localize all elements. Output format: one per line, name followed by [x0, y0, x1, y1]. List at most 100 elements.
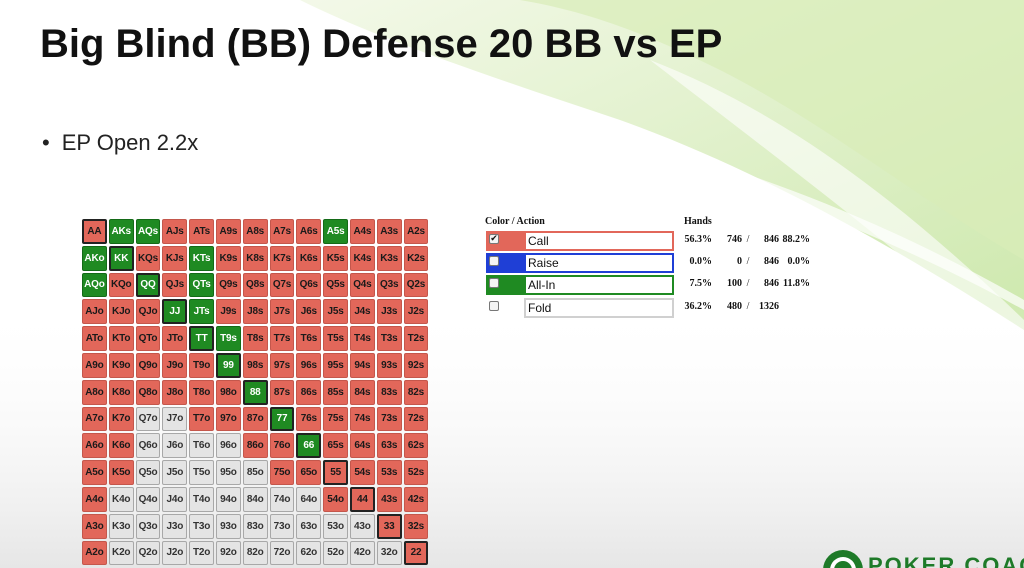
hand-cell[interactable]: 87o	[242, 406, 268, 432]
hand-cell[interactable]: 53o	[323, 513, 348, 539]
hand-cell[interactable]: QJo	[135, 299, 161, 325]
hand-cell[interactable]: 82o	[242, 540, 268, 566]
hand-cell[interactable]: 96o	[215, 433, 241, 459]
hand-cell[interactable]: K6o	[108, 433, 134, 459]
hand-cell[interactable]: A3s	[376, 219, 402, 244]
hand-cell[interactable]: J6s	[296, 299, 322, 325]
hand-cell[interactable]: AQo	[82, 272, 107, 298]
hand-cell[interactable]: 32o	[376, 540, 402, 566]
hand-cell[interactable]: J3o	[162, 513, 188, 539]
legend-checkbox[interactable]	[489, 301, 499, 311]
hand-cell[interactable]: Q6s	[296, 272, 322, 298]
hand-cell[interactable]: A6s	[296, 219, 322, 244]
hand-cell[interactable]: 72s	[403, 406, 429, 432]
hand-cell[interactable]: KJs	[162, 245, 188, 271]
hand-cell[interactable]: A9o	[82, 352, 107, 378]
hand-cell[interactable]: Q4o	[135, 486, 161, 512]
hand-cell[interactable]: Q5s	[323, 272, 348, 298]
hand-cell[interactable]: 73o	[269, 513, 295, 539]
hand-cell[interactable]: J8o	[162, 379, 188, 405]
hand-cell[interactable]: 93o	[215, 513, 241, 539]
hand-cell[interactable]: JJ	[162, 299, 188, 325]
hand-cell[interactable]: KQs	[135, 245, 161, 271]
hand-cell[interactable]: Q8o	[135, 379, 161, 405]
hand-cell[interactable]: KTs	[189, 245, 214, 271]
hand-cell[interactable]: K4s	[349, 245, 375, 271]
hand-cell[interactable]: K7o	[108, 406, 134, 432]
hand-cell[interactable]: QTs	[189, 272, 214, 298]
hand-cell[interactable]: Q3s	[376, 272, 402, 298]
hand-cell[interactable]: 98o	[215, 379, 241, 405]
hand-cell[interactable]: 82s	[403, 379, 429, 405]
hand-cell[interactable]: Q6o	[135, 433, 161, 459]
hand-cell[interactable]: ATs	[189, 219, 214, 244]
hand-cell[interactable]: J2s	[403, 299, 429, 325]
hand-cell[interactable]: QJs	[162, 272, 188, 298]
hand-cell[interactable]: Q2o	[135, 540, 161, 566]
hand-cell[interactable]: A2s	[403, 219, 429, 244]
hand-cell[interactable]: J7o	[162, 406, 188, 432]
hand-cell[interactable]: A8s	[242, 219, 268, 244]
hand-cell[interactable]: J8s	[242, 299, 268, 325]
hand-cell[interactable]: 54o	[323, 486, 348, 512]
hand-cell[interactable]: K6s	[296, 245, 322, 271]
hand-cell[interactable]: 74s	[349, 406, 375, 432]
hand-cell[interactable]: 96s	[296, 352, 322, 378]
hand-cell[interactable]: 22	[403, 540, 429, 566]
hand-cell[interactable]: K5s	[323, 245, 348, 271]
hand-cell[interactable]: 65o	[296, 460, 322, 485]
hand-cell[interactable]: K7s	[269, 245, 295, 271]
hand-cell[interactable]: 99	[215, 352, 241, 378]
hand-cell[interactable]: AKs	[108, 219, 134, 244]
hand-cell[interactable]: K3o	[108, 513, 134, 539]
hand-cell[interactable]: K5o	[108, 460, 134, 485]
hand-cell[interactable]: J4o	[162, 486, 188, 512]
hand-cell[interactable]: 94s	[349, 352, 375, 378]
hand-cell[interactable]: JTs	[189, 299, 214, 325]
hand-cell[interactable]: T9s	[215, 326, 241, 351]
hand-cell[interactable]: Q5o	[135, 460, 161, 485]
hand-cell[interactable]: AJo	[82, 299, 107, 325]
hand-cell[interactable]: AA	[82, 219, 107, 244]
hand-cell[interactable]: 42o	[349, 540, 375, 566]
hand-cell[interactable]: A5o	[82, 460, 107, 485]
hand-cell[interactable]: KJo	[108, 299, 134, 325]
hand-cell[interactable]: 52o	[323, 540, 348, 566]
hand-cell[interactable]: 32s	[403, 513, 429, 539]
hand-cell[interactable]: T5s	[323, 326, 348, 351]
hand-cell[interactable]: A7s	[269, 219, 295, 244]
hand-cell[interactable]: J9o	[162, 352, 188, 378]
hand-cell[interactable]: K2o	[108, 540, 134, 566]
hand-cell[interactable]: T2s	[403, 326, 429, 351]
hand-cell[interactable]: 88	[242, 379, 268, 405]
hand-cell[interactable]: T3s	[376, 326, 402, 351]
hand-cell[interactable]: 62s	[403, 433, 429, 459]
hand-cell[interactable]: A7o	[82, 406, 107, 432]
hand-cell[interactable]: K8o	[108, 379, 134, 405]
hand-cell[interactable]: 66	[296, 433, 322, 459]
hand-cell[interactable]: J5o	[162, 460, 188, 485]
hand-cell[interactable]: J4s	[349, 299, 375, 325]
hand-cell[interactable]: J7s	[269, 299, 295, 325]
hand-cell[interactable]: K3s	[376, 245, 402, 271]
hand-cell[interactable]: QTo	[135, 326, 161, 351]
legend-checkbox[interactable]	[489, 278, 499, 288]
hand-cell[interactable]: 94o	[215, 486, 241, 512]
hand-cell[interactable]: 83s	[376, 379, 402, 405]
hand-cell[interactable]: A6o	[82, 433, 107, 459]
hand-cell[interactable]: 43o	[349, 513, 375, 539]
hand-cell[interactable]: K4o	[108, 486, 134, 512]
hand-cell[interactable]: 75s	[323, 406, 348, 432]
hand-cell[interactable]: 97o	[215, 406, 241, 432]
hand-cell[interactable]: A9s	[215, 219, 241, 244]
hand-cell[interactable]: 92o	[215, 540, 241, 566]
hand-cell[interactable]: J3s	[376, 299, 402, 325]
hand-cell[interactable]: 95s	[323, 352, 348, 378]
hand-cell[interactable]: J2o	[162, 540, 188, 566]
hand-cell[interactable]: 92s	[403, 352, 429, 378]
hand-cell[interactable]: T6o	[189, 433, 214, 459]
hand-cell[interactable]: T6s	[296, 326, 322, 351]
hand-cell[interactable]: T5o	[189, 460, 214, 485]
hand-cell[interactable]: Q4s	[349, 272, 375, 298]
hand-cell[interactable]: K9o	[108, 352, 134, 378]
